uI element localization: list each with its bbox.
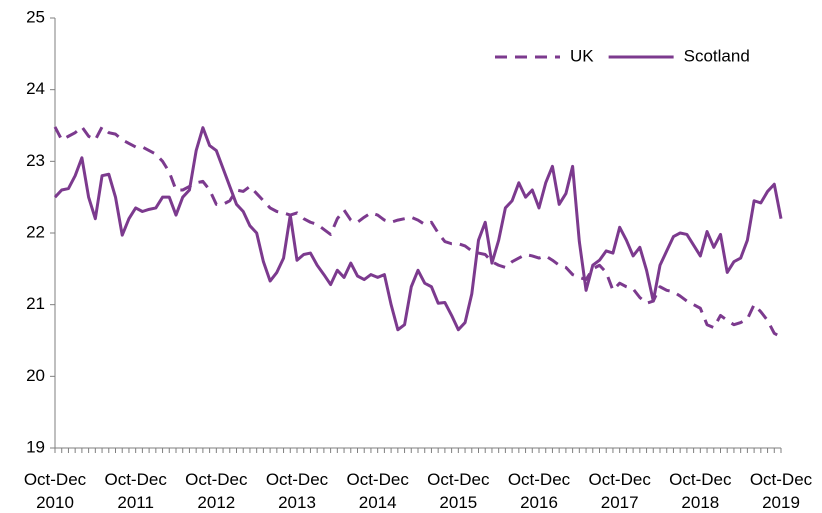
line-series [53, 125, 782, 339]
x-tick-label: Oct-Dec 2017 [588, 470, 651, 512]
x-tick-label: Oct-Dec 2013 [266, 470, 329, 512]
y-tick-label: 22 [26, 222, 45, 241]
x-tick-label: Oct-Dec 2015 [427, 470, 490, 512]
x-tick-label: Oct-Dec 2019 [750, 470, 813, 512]
x-tick-label: Oct-Dec 2016 [508, 470, 571, 512]
x-tick-label: Oct-Dec 2010 [24, 470, 87, 512]
x-tick-label: Oct-Dec 2011 [104, 470, 167, 512]
x-tick-label: Oct-Dec 2014 [346, 470, 409, 512]
y-tick-label: 25 [26, 7, 45, 26]
legend-label: UK [570, 46, 594, 65]
y-tick-label: 20 [26, 366, 45, 385]
x-tick-label: Oct-Dec 2012 [185, 470, 248, 512]
y-tick-label: 24 [26, 79, 45, 98]
line-series [53, 126, 783, 332]
y-tick-label: 19 [26, 437, 45, 456]
x-tick-label: Oct-Dec 2018 [669, 470, 732, 512]
y-tick-label: 23 [26, 151, 45, 170]
y-tick-label: 21 [26, 294, 45, 313]
legend-label: Scotland [684, 46, 750, 65]
